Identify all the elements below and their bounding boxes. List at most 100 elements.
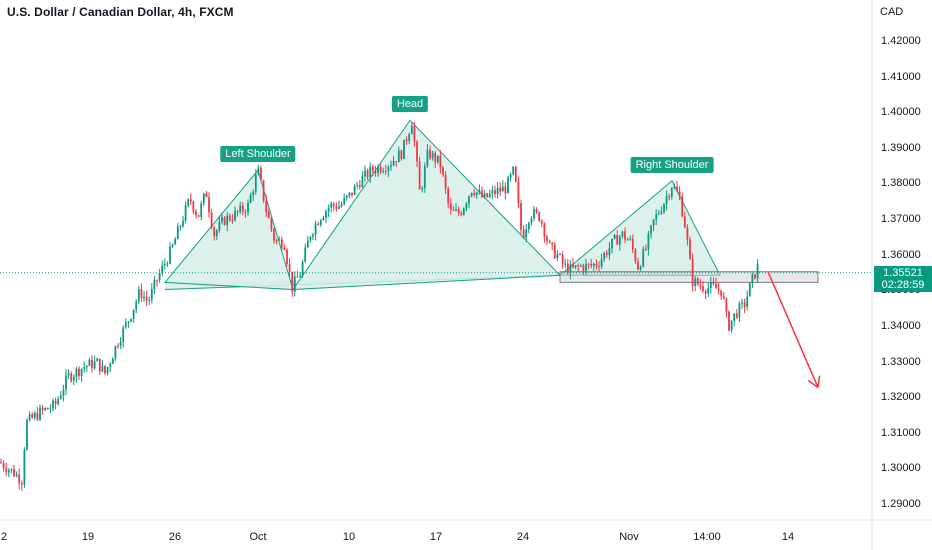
candle-body xyxy=(114,346,117,359)
candle-body xyxy=(101,365,104,372)
candle-body xyxy=(54,400,57,405)
candle-body xyxy=(153,279,156,289)
candle-body xyxy=(449,203,452,210)
candle-body xyxy=(395,161,398,163)
candle-body xyxy=(733,313,736,321)
candle-body xyxy=(527,222,530,230)
x-tick-label: Nov xyxy=(619,531,639,543)
y-tick-label: 1.34000 xyxy=(881,319,921,332)
candle-body xyxy=(10,468,13,471)
candle-body xyxy=(572,263,574,268)
candle-body xyxy=(642,249,645,267)
candle-body xyxy=(551,242,554,245)
candle-body xyxy=(540,220,543,224)
candle-body xyxy=(7,470,10,473)
candle-body xyxy=(111,358,114,364)
right-shoulder-triangle xyxy=(558,180,721,276)
candle-body xyxy=(530,218,533,223)
candle-body xyxy=(657,213,660,215)
right-shoulder-label[interactable]: Right Shoulder xyxy=(630,156,714,173)
candle-body xyxy=(499,187,502,192)
candle-body xyxy=(96,358,99,362)
x-tick-label: 14:00 xyxy=(693,531,721,543)
candle-body xyxy=(140,289,143,298)
candle-body xyxy=(670,188,673,197)
candle-body xyxy=(556,254,559,259)
x-tick-label: 14 xyxy=(781,531,795,543)
candle-body xyxy=(179,226,182,228)
candle-body xyxy=(361,176,364,188)
candle-body xyxy=(36,412,39,420)
candle-body xyxy=(421,188,424,190)
x-tick-label: 26 xyxy=(168,531,182,543)
candle-body xyxy=(663,204,665,212)
target-arrow-head xyxy=(807,379,819,389)
candle-body xyxy=(418,161,421,190)
candle-body xyxy=(130,318,132,322)
candle-body xyxy=(312,234,314,237)
candle-body xyxy=(634,249,637,262)
candle-body xyxy=(80,368,83,377)
candle-body xyxy=(587,263,590,265)
candle-body xyxy=(647,233,650,250)
candle-body xyxy=(434,152,437,162)
candle-body xyxy=(332,203,335,207)
candle-body xyxy=(712,282,715,284)
candle-body xyxy=(613,234,616,239)
candle-body xyxy=(660,211,663,214)
candle-body xyxy=(608,247,611,256)
candle-body xyxy=(715,283,717,289)
candle-body xyxy=(330,203,333,208)
candle-body xyxy=(91,359,93,369)
left-shoulder-label[interactable]: Left Shoulder xyxy=(220,146,296,163)
candle-body xyxy=(639,266,642,270)
candle-body xyxy=(681,196,684,217)
candle-body xyxy=(756,263,759,279)
candle-body xyxy=(20,483,23,485)
candle-body xyxy=(70,373,73,381)
candle-body xyxy=(244,211,247,213)
candle-body xyxy=(751,274,754,284)
candle-body xyxy=(109,363,112,367)
candle-body xyxy=(197,215,200,217)
candle-body xyxy=(382,170,385,172)
candle-body xyxy=(52,400,54,409)
candle-body xyxy=(254,174,257,192)
candle-body xyxy=(2,463,5,469)
candle-body xyxy=(481,190,483,197)
candle-body xyxy=(566,263,569,274)
candle-body xyxy=(743,302,746,307)
candle-body xyxy=(366,170,369,178)
candle-body xyxy=(585,263,587,271)
candle-body xyxy=(384,170,387,172)
candle-body xyxy=(163,263,166,266)
candle-body xyxy=(5,468,8,473)
candle-body xyxy=(374,170,377,173)
candle-body xyxy=(561,254,564,264)
chart-title: U.S. Dollar / Canadian Dollar, 4h, FXCM xyxy=(7,5,234,19)
candle-body xyxy=(720,290,723,297)
candle-body xyxy=(75,368,78,377)
candle-body xyxy=(397,150,400,163)
candle-body xyxy=(735,313,738,318)
candle-body xyxy=(746,296,749,307)
candle-body xyxy=(431,152,434,159)
candle-body xyxy=(621,231,624,237)
candle-body xyxy=(93,361,96,369)
candle-body xyxy=(338,206,340,209)
y-tick-label: 1.32000 xyxy=(881,391,921,404)
head-label[interactable]: Head xyxy=(391,96,429,113)
candle-body xyxy=(595,263,598,267)
candle-body xyxy=(26,420,28,450)
candle-body xyxy=(31,414,34,418)
candle-body xyxy=(252,191,255,196)
candle-body xyxy=(694,278,697,286)
candle-body xyxy=(473,192,476,196)
candle-body xyxy=(319,220,322,225)
candle-body xyxy=(143,296,145,298)
candle-body xyxy=(455,209,457,211)
candle-body xyxy=(728,311,730,331)
candle-body xyxy=(702,286,704,291)
candle-body xyxy=(486,193,489,198)
